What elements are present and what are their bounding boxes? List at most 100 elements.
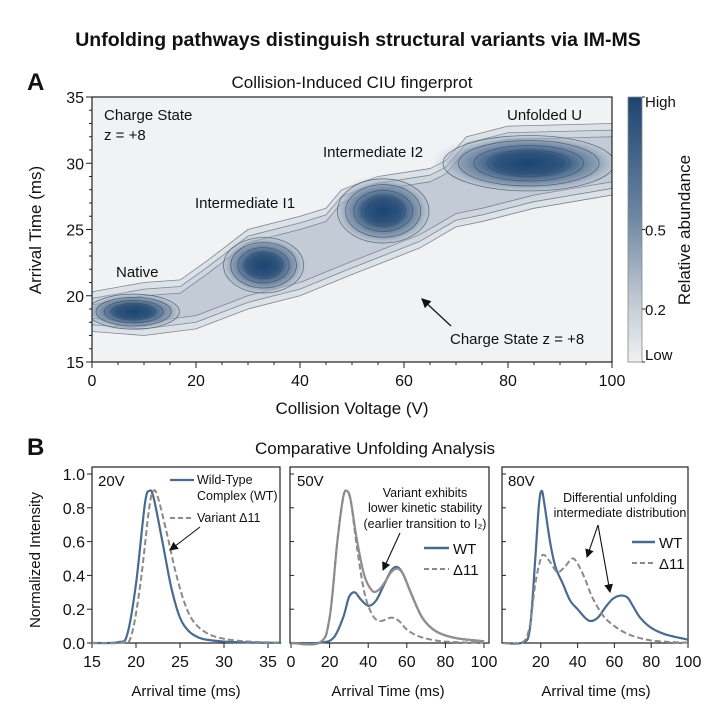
peak-density [430, 131, 612, 196]
contour-line [92, 293, 180, 330]
contour-line [118, 305, 149, 318]
contour-line [458, 140, 600, 187]
x-tick-label: 20 [321, 654, 339, 671]
x-tick-label: 0 [287, 654, 296, 671]
contour-line [244, 251, 284, 279]
annotation-arrow-50v [382, 532, 401, 571]
annotation-80v: Differential unfolding intermediate dist… [554, 491, 687, 594]
annotation-50v-line3: (earlier transition to I₂) [364, 517, 487, 531]
contour-line [230, 242, 297, 289]
x-tick-label: 80 [642, 654, 660, 671]
annotation-80v-line1: Differential unfolding [563, 491, 677, 505]
legend-text-wt-50v: WT [453, 541, 476, 558]
colorbar-tick-label: High [645, 94, 676, 111]
y-tick-label: 20 [66, 289, 84, 306]
contour-line [345, 184, 422, 238]
label-unfolded-u: Unfolded U [507, 107, 582, 124]
legend-20v: Wild-Type Complex (WT) Variant Δ11 [169, 473, 278, 551]
y-tick-label: 0.6 [63, 535, 85, 552]
contour-line [250, 256, 277, 275]
annotation-50v-line2: lower kinetic stability [368, 501, 483, 515]
contour-line [368, 200, 399, 222]
series-line-envelope [290, 489, 485, 646]
annotation-50v-line1: Variant exhibits [383, 486, 468, 500]
y-tick-label: 0.8 [63, 501, 85, 518]
annotation-arrow-80v-b [597, 524, 613, 594]
series-line-variant-11 [91, 489, 282, 645]
figure-title: Unfolding pathways distinguish structura… [75, 29, 641, 51]
line-chart-80V: 20 40 60 80 100 [501, 466, 702, 671]
x-tick-label: 100 [599, 373, 626, 390]
x-tick-label: 20 [187, 373, 205, 390]
y-tick-label: 1.0 [63, 467, 85, 484]
annotation-arrow-80v-a [585, 524, 599, 559]
label-intermediate-i2: Intermediate I2 [323, 144, 423, 161]
contour-line [360, 195, 406, 227]
peak-density [92, 291, 187, 332]
y-tick-label: 35 [66, 90, 84, 107]
contour-line [95, 296, 172, 327]
x-tick-label: 40 [291, 373, 309, 390]
label-intermediate-i1: Intermediate I1 [195, 195, 295, 212]
x-tick-label: 15 [83, 654, 101, 671]
contour-line [353, 190, 413, 232]
contour-line [337, 178, 430, 244]
annotation-arrow-20v [169, 526, 201, 551]
x-tick-label: 20 [532, 654, 550, 671]
contour-line [103, 300, 164, 324]
contour-line [111, 302, 156, 321]
line-chart-20V: 0.0 0.2 0.4 0.6 0.8 1.0 15 20 25 30 35 [63, 466, 282, 671]
x-tick-label: 40 [359, 654, 377, 671]
panel-b-y-label: Normalized Intensity [27, 492, 44, 628]
x-tick-label: 100 [675, 654, 702, 671]
contour-line [237, 247, 290, 284]
x-tick-label: 100 [471, 654, 498, 671]
contour-line [442, 135, 612, 192]
panel-b-letter: B [27, 434, 44, 461]
y-tick-label: 30 [66, 156, 84, 173]
colorbar-tick-label: Low [645, 347, 673, 364]
y-tick-label: 15 [66, 355, 84, 372]
heatmap-x-label: Collision Voltage (V) [275, 399, 428, 418]
panel-b-title: Comparative Unfolding Analysis [255, 439, 495, 458]
series-line--11 [290, 489, 485, 646]
annotation-arrow [421, 298, 452, 327]
line-chart-50V: 0 20 40 60 80 100 [287, 466, 498, 671]
legend-text-wt-80v: WT [659, 535, 682, 552]
x-tick-label: 80 [437, 654, 455, 671]
series-line-wt [503, 489, 689, 645]
annotation-charge-state-bottom: Charge State z = +8 [450, 331, 584, 348]
series-line-wild-type-complex-wt- [91, 489, 282, 645]
legend-text-wt-1: Wild-Type [197, 473, 253, 487]
annotation-80v-line2: intermediate distribution [554, 506, 687, 520]
colorbar-label: Relative abundance [675, 155, 694, 305]
series-line--11 [503, 553, 689, 645]
panel-a-letter: A [27, 69, 44, 96]
panel-50v-label: 50V [297, 473, 324, 490]
x-label-50v: Arrival Time (ms) [331, 683, 444, 700]
annotation-charge-state: Charge State [104, 107, 192, 124]
x-tick-label: 0 [88, 373, 97, 390]
panel-20v-label: 20V [98, 473, 125, 490]
legend-text-d11-50v: Δ11 [453, 562, 479, 579]
contour-line [500, 154, 557, 173]
legend-text-d11-80v: Δ11 [659, 556, 685, 573]
ciu-heatmap: 0 20 40 60 80 100 15 20 25 30 35 Charge State z = … [26, 90, 694, 418]
contour-line [223, 237, 304, 294]
x-tick-label: 60 [606, 654, 624, 671]
y-tick-label: 0.4 [63, 568, 85, 585]
x-tick-label: 25 [171, 654, 189, 671]
x-tick-label: 30 [215, 654, 233, 671]
contour-line [473, 145, 585, 182]
colorbar-tick-label: 0.5 [645, 223, 666, 240]
x-label-20v: Arrival time (ms) [131, 683, 240, 700]
peak-density [217, 233, 310, 298]
heatmap-title: Collision-Induced CIU fingerprot [232, 73, 473, 92]
plot-frame [501, 466, 689, 644]
label-native: Native [116, 264, 159, 281]
plot-frame [91, 466, 281, 644]
x-tick-label: 40 [569, 654, 587, 671]
contour-line [487, 149, 571, 177]
x-label-80v: Arrival time (ms) [541, 683, 650, 700]
